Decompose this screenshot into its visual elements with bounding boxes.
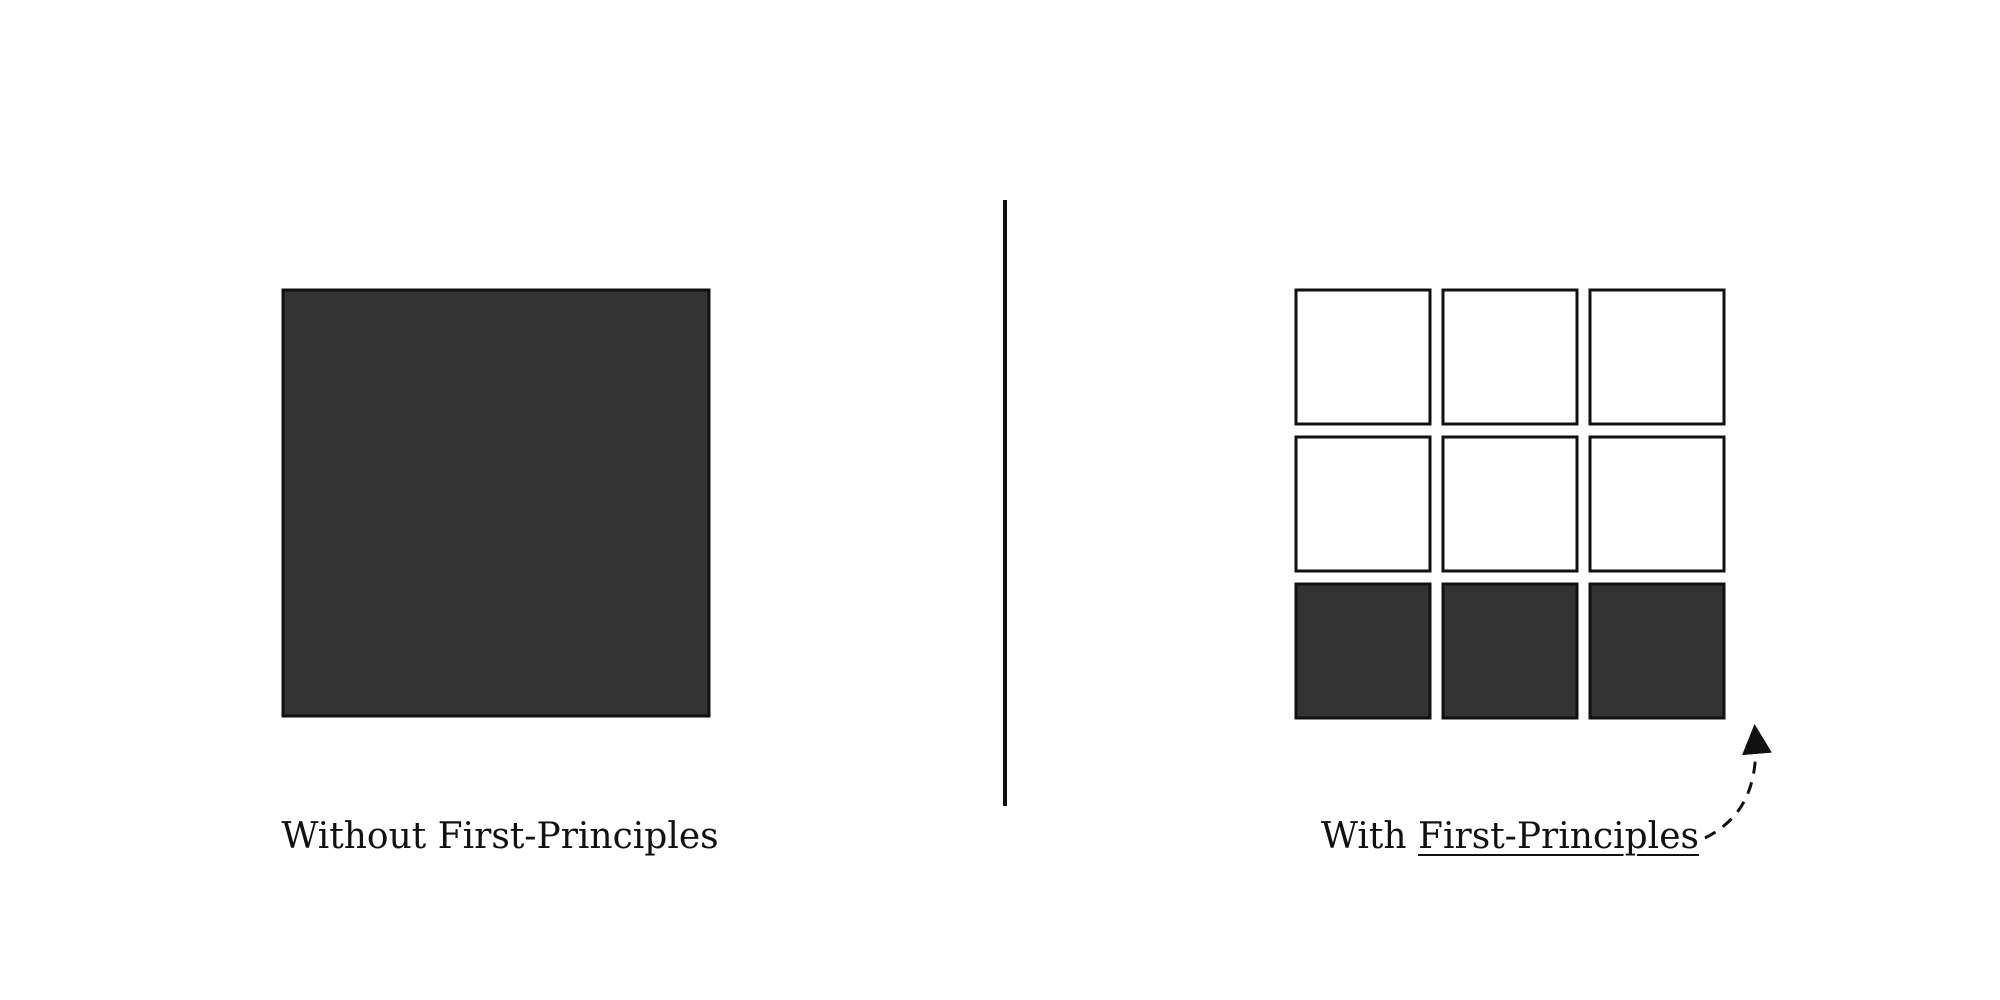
grid-cell-r2-c1 (1294, 435, 1432, 573)
caption-with-emphasis: First-Principles (1418, 816, 1699, 857)
caption-with: With First-Principles (1230, 812, 1790, 862)
grid-cell-r1-c2 (1441, 288, 1579, 426)
grid-cell-r2-c3 (1588, 435, 1726, 573)
grid-cell-r3-c1 (1294, 582, 1432, 720)
caption-with-prefix: With (1321, 816, 1407, 857)
caption-without: Without First-Principles (281, 816, 719, 857)
monolithic-block (281, 288, 711, 718)
decomposed-grid (1294, 288, 1726, 720)
grid-cell-r3-c3 (1588, 582, 1726, 720)
grid-cell-r1-c1 (1294, 288, 1432, 426)
grid-cell-r2-c2 (1441, 435, 1579, 573)
grid-cell-r1-c3 (1588, 288, 1726, 426)
dashed-arrow-icon (1704, 724, 1772, 840)
grid-cell-r3-c2 (1441, 582, 1579, 720)
